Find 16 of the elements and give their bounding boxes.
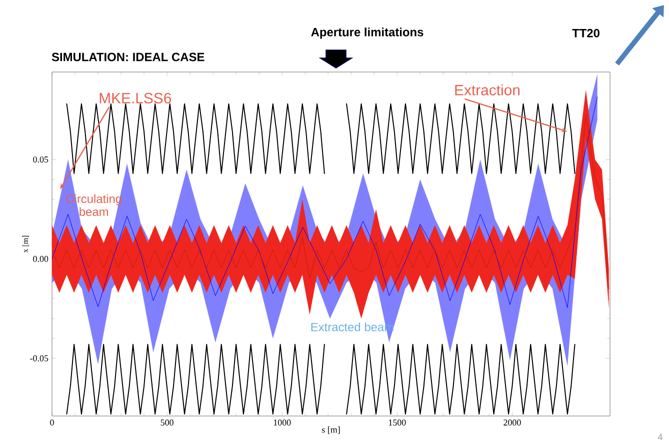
x-tick-label: 0: [50, 420, 54, 426]
line-series: [52, 114, 610, 289]
y-tick-label: 0.05: [33, 156, 48, 163]
x-axis-title: s [m]: [322, 426, 340, 434]
x-tick-label: 1500: [388, 420, 406, 426]
annotation: MKE.LSS6: [100, 92, 172, 104]
chart-title: SIMULATION: IDEAL CASE: [52, 52, 204, 62]
x-tick-label: 2000: [504, 420, 521, 426]
text: Aperture limitations: [311, 28, 424, 39]
annotation: Extraction: [455, 84, 520, 96]
x-tick-label: 500: [160, 420, 174, 426]
x-tick-label: 1000: [274, 420, 291, 426]
y-tick-label: 0.00: [33, 256, 48, 262]
text: TT20: [572, 28, 600, 38]
text: 4: [658, 434, 662, 440]
y-tick-label: -0.05: [30, 355, 48, 362]
